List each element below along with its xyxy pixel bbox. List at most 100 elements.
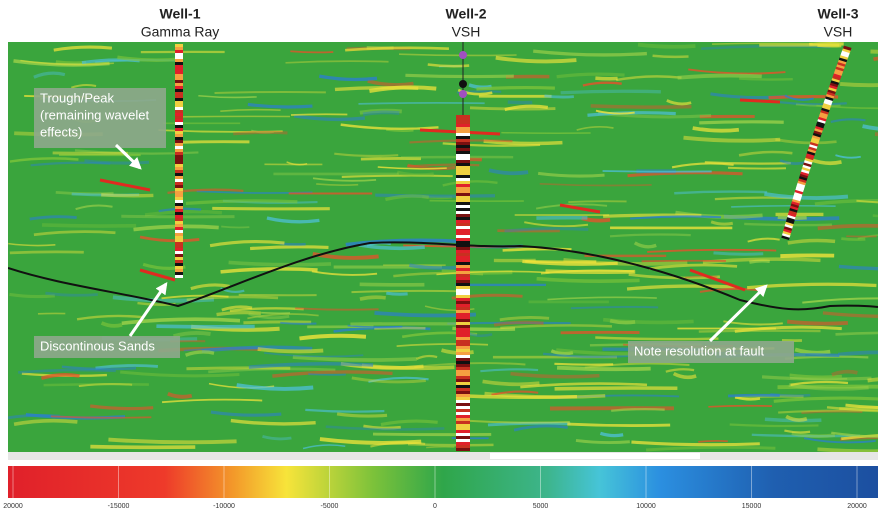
reflector bbox=[161, 294, 229, 300]
log-sample bbox=[783, 227, 792, 234]
reflector bbox=[262, 435, 292, 441]
reflector bbox=[292, 355, 417, 362]
reflector bbox=[172, 330, 211, 339]
scroll-thumb[interactable] bbox=[490, 453, 700, 459]
log-sample bbox=[175, 134, 183, 137]
log-sample bbox=[456, 295, 470, 298]
reflector bbox=[385, 194, 430, 202]
log-sample bbox=[796, 182, 806, 188]
log-sample bbox=[456, 274, 470, 277]
reflector bbox=[784, 94, 814, 101]
log-sample bbox=[456, 136, 470, 139]
log-sample bbox=[175, 80, 183, 83]
reflector bbox=[838, 350, 878, 357]
reflector bbox=[396, 343, 489, 347]
reflector bbox=[247, 313, 319, 320]
marker bbox=[459, 51, 467, 59]
log-sample bbox=[456, 265, 470, 268]
reflector bbox=[341, 174, 453, 178]
reflector bbox=[739, 77, 793, 81]
reflector bbox=[554, 386, 678, 391]
log-sample bbox=[802, 164, 812, 170]
reflector bbox=[407, 442, 494, 447]
annotation-text: Trough/Peak bbox=[40, 90, 114, 105]
annotation-text: effects) bbox=[40, 124, 82, 139]
reflector bbox=[867, 377, 878, 383]
log-sample bbox=[825, 93, 835, 99]
log-sample bbox=[175, 245, 183, 248]
log-sample bbox=[815, 123, 825, 129]
log-sample bbox=[175, 236, 183, 239]
log-sample bbox=[175, 215, 183, 218]
log-sample bbox=[456, 328, 470, 331]
scrollbar[interactable] bbox=[8, 452, 878, 460]
log-sample bbox=[807, 148, 817, 154]
reflector bbox=[95, 364, 159, 370]
log-sample bbox=[175, 266, 183, 269]
reflector bbox=[789, 373, 842, 379]
log-sample bbox=[175, 158, 183, 161]
log-sample bbox=[456, 232, 470, 235]
reflector bbox=[78, 383, 133, 387]
log-sample bbox=[456, 220, 470, 223]
log-sample bbox=[175, 116, 183, 119]
log-sample bbox=[456, 355, 470, 358]
reflector bbox=[786, 319, 849, 326]
reflector bbox=[214, 90, 326, 94]
reflector bbox=[688, 68, 786, 75]
log-sample bbox=[804, 157, 814, 163]
log-sample bbox=[175, 176, 183, 179]
log-sample bbox=[175, 47, 183, 50]
log-sample bbox=[456, 148, 470, 151]
reflector bbox=[41, 223, 137, 228]
log-sample bbox=[175, 197, 183, 200]
reflector bbox=[487, 421, 571, 427]
reflector bbox=[13, 59, 110, 67]
log-sample bbox=[456, 115, 470, 118]
reflector bbox=[358, 102, 485, 105]
reflector bbox=[8, 242, 56, 247]
log-sample bbox=[838, 59, 847, 65]
tick-label: -5000 bbox=[321, 503, 339, 510]
reflector bbox=[554, 362, 614, 366]
log-sample bbox=[456, 334, 470, 337]
log-sample bbox=[175, 104, 183, 107]
reflector bbox=[190, 283, 230, 291]
colorbar-ticks: 20000 -15000 -10000 -5000 0 5000 10000 15000 200… bbox=[3, 466, 867, 510]
log-sample bbox=[456, 169, 470, 172]
tick-label: 0 bbox=[433, 503, 437, 510]
log-sample bbox=[175, 119, 183, 122]
annotation-text: Note resolution at fault bbox=[634, 343, 764, 358]
reflector bbox=[665, 368, 695, 373]
reflector bbox=[468, 83, 492, 90]
reflector bbox=[560, 89, 661, 95]
reflector bbox=[286, 161, 308, 166]
log-sample bbox=[175, 86, 183, 89]
well-log: VSH bbox=[452, 24, 481, 40]
strong-reflector bbox=[689, 268, 746, 292]
log-sample bbox=[456, 178, 470, 181]
reflector bbox=[257, 347, 324, 354]
reflector bbox=[50, 415, 152, 419]
reflector bbox=[710, 220, 734, 226]
log-sample bbox=[785, 221, 794, 227]
log-sample bbox=[175, 272, 183, 275]
reflector bbox=[469, 106, 556, 111]
log-sample bbox=[175, 56, 183, 59]
reflector bbox=[386, 128, 414, 132]
reflector bbox=[775, 138, 837, 145]
reflector bbox=[677, 73, 762, 80]
tick-label: 20000 bbox=[847, 503, 867, 510]
well-log: VSH bbox=[824, 24, 853, 40]
log-sample bbox=[175, 89, 183, 92]
reflector bbox=[426, 445, 455, 449]
log-sample bbox=[175, 71, 183, 74]
strong-reflector bbox=[559, 203, 601, 214]
log-sample bbox=[789, 205, 799, 211]
reflector bbox=[9, 157, 79, 163]
log-sample bbox=[456, 154, 470, 157]
log-sample bbox=[832, 75, 841, 81]
log-sample bbox=[175, 113, 183, 116]
reflector bbox=[873, 56, 878, 62]
reflector bbox=[540, 269, 635, 275]
